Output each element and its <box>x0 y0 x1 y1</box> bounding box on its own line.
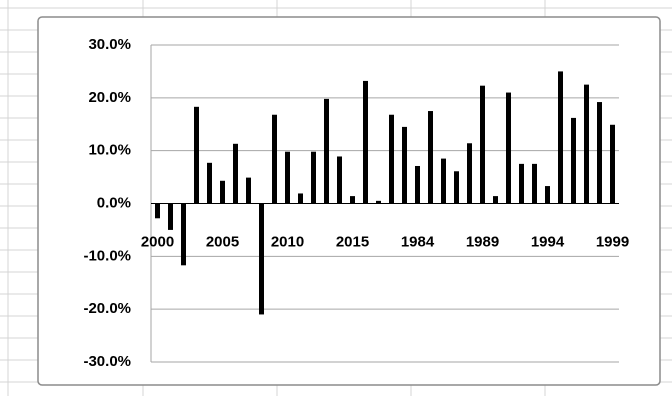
bar <box>246 177 251 204</box>
x-tick-label: 1989 <box>466 233 499 250</box>
bar <box>454 171 459 204</box>
bar <box>350 196 355 204</box>
bar <box>363 80 368 204</box>
bar <box>155 203 160 219</box>
bar <box>285 151 290 204</box>
y-tick-label: 0.0% <box>97 194 131 211</box>
y-tick-label: -20.0% <box>83 300 131 317</box>
x-tick-label: 1984 <box>401 233 435 250</box>
y-tick-label: 30.0% <box>88 36 131 53</box>
bar <box>311 151 316 204</box>
x-tick-label: 1999 <box>596 233 629 250</box>
bar <box>480 85 485 204</box>
bar <box>519 163 524 204</box>
bar <box>194 106 199 204</box>
y-tick-label: 10.0% <box>88 142 131 159</box>
bar <box>376 200 381 204</box>
bar <box>207 162 212 204</box>
bar <box>610 124 615 204</box>
bar <box>493 196 498 204</box>
bar <box>584 84 589 204</box>
bar <box>506 92 511 204</box>
y-tick-label: 20.0% <box>88 89 131 106</box>
bar <box>558 71 563 204</box>
x-tick-label: 2010 <box>271 233 304 250</box>
bar <box>298 193 303 204</box>
bar <box>428 111 433 204</box>
bar <box>220 180 225 204</box>
bar <box>402 126 407 204</box>
bar <box>467 143 472 204</box>
bar <box>181 203 186 266</box>
bar <box>532 163 537 204</box>
bar <box>415 165 420 204</box>
bar <box>597 102 602 204</box>
chart-frame <box>37 16 661 386</box>
x-tick-label: 2000 <box>141 233 174 250</box>
bar <box>389 114 394 204</box>
x-tick-label: 2015 <box>336 233 369 250</box>
bar <box>259 203 264 315</box>
x-tick-label: 2005 <box>206 233 239 250</box>
bar <box>441 158 446 204</box>
bar <box>337 156 342 204</box>
bar <box>272 114 277 204</box>
bar <box>324 98 329 204</box>
bar <box>571 117 576 204</box>
x-tick-label: 1994 <box>531 233 565 250</box>
y-tick-label: -30.0% <box>83 353 131 370</box>
bar <box>233 143 238 204</box>
bar <box>168 203 173 230</box>
bar <box>545 186 550 204</box>
y-tick-label: -10.0% <box>83 247 131 264</box>
